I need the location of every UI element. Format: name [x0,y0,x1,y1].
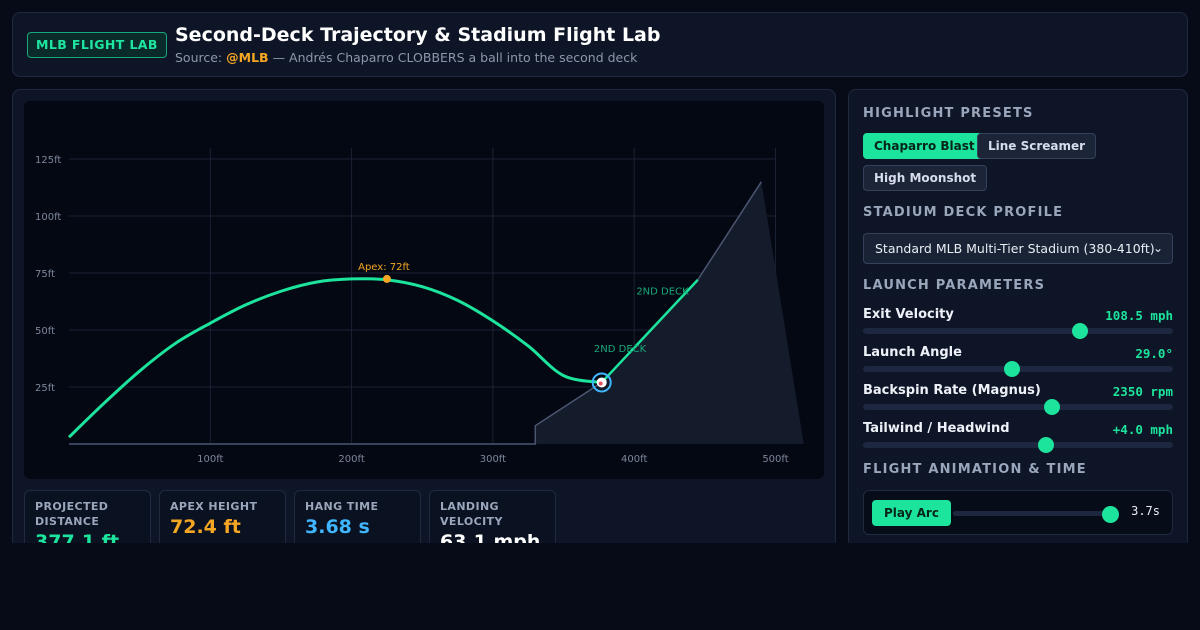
trajectory-line [67,277,602,439]
stadium-profile-select[interactable]: Standard MLB Multi-Tier Stadium (380-410… [863,233,1173,264]
y-tick-label: 50ft [35,326,55,337]
page-bottom-background [0,543,1200,630]
stat-card-landing-velocity: LANDING VELOCITY 63.1 mph [429,490,556,570]
landing-ring [591,372,612,393]
stat-label: HANG TIME [305,500,379,513]
launch-title: LAUNCH PARAMETERS [863,278,1046,293]
stadium-deck-fill [69,181,804,445]
stat-label: APEX HEIGHT [170,500,258,513]
slider-thumb[interactable] [1003,361,1020,377]
apex-label: Apex: 72ft [358,262,410,273]
presets-title: HIGHLIGHT PRESETS [863,106,1034,121]
deck-label: 2ND DECK [594,344,647,355]
time-scrubber[interactable] [953,506,1119,523]
stat-value: 3.68 s [305,516,370,538]
trajectory-chart: 25ft 50ft 75ft 100ft 125ft 100ft 200ft 300ft 400… [24,101,824,479]
y-tick-label: 25ft [35,383,55,394]
stadium-profile-value: Standard MLB Multi-Tier Stadium (380-410… [875,241,1155,256]
baseball-seam [598,381,603,386]
launch-angle-label: Launch Angle [863,345,962,360]
preset-chaparro-blast-button[interactable]: Chaparro Blast [863,133,986,159]
y-tick-label: 100ft [35,212,61,223]
backspin-slider[interactable] [863,399,1173,415]
preset-high-moonshot-button[interactable]: High Moonshot [863,165,988,191]
header-bar: MLB FLIGHT LAB Second-Deck Trajectory & … [12,12,1188,77]
stadium-deck-outline [69,181,762,445]
wind-value: +4.0 mph [1112,422,1173,437]
preset-line-screamer-button[interactable]: Line Screamer [977,133,1097,159]
x-tick-label: 400ft [621,454,647,465]
stadium-title: STADIUM DECK PROFILE [863,205,1064,220]
wind-slider[interactable] [863,437,1173,453]
trajectory-chart-svg: 25ft 50ft 75ft 100ft 125ft 100ft 200ft 300ft 400… [35,148,804,465]
play-arc-button[interactable]: Play Arc [872,500,951,526]
time-readout: 3.7s [1131,504,1160,518]
source-handle-link[interactable]: @MLB [226,50,269,65]
page-title: Second-Deck Trajectory & Stadium Flight … [175,24,661,46]
apex-point [382,274,391,283]
controls-panel: HIGHLIGHT PRESETS Chaparro Blast Line Sc… [848,89,1188,549]
x-tick-label: 100ft [197,454,223,465]
backspin-value: 2350 rpm [1112,384,1173,399]
slider-thumb[interactable] [1037,437,1054,453]
source-prefix: Source: [175,50,223,65]
y-tick-label: 125ft [35,155,61,166]
animation-controls: Play Arc 3.7s [863,490,1173,535]
exit-velocity-label: Exit Velocity [863,307,954,322]
deck-impact-line [600,278,699,384]
launch-angle-value: 29.0° [1135,346,1173,361]
source-text: — Andrés Chaparro CLOBBERS a ball into t… [272,50,638,65]
y-tick-label: 75ft [35,269,55,280]
stat-label: LANDING VELOCITY [440,500,503,528]
slider-thumb[interactable] [1044,399,1061,415]
exit-velocity-slider[interactable] [863,323,1173,339]
launch-angle-slider[interactable] [863,361,1173,377]
deck-label: 2ND DECK [636,287,689,298]
x-tick-label: 300ft [480,454,506,465]
backspin-label: Backspin Rate (Magnus) [863,383,1041,398]
wind-label: Tailwind / Headwind [863,421,1010,436]
slider-thumb[interactable] [1072,323,1088,339]
exit-velocity-value: 108.5 mph [1105,308,1173,323]
stat-label: PROJECTED DISTANCE [35,500,109,528]
stat-value: 72.4 ft [170,516,241,538]
visualization-panel: 25ft 50ft 75ft 100ft 125ft 100ft 200ft 300ft 400… [12,89,836,570]
x-tick-label: 500ft [762,454,788,465]
animation-title: FLIGHT ANIMATION & TIME [863,462,1087,477]
scrubber-thumb[interactable] [1102,506,1119,523]
page-subtitle: Source: @MLB — Andrés Chaparro CLOBBERS … [175,50,637,65]
app-badge: MLB FLIGHT LAB [27,32,167,58]
chevron-down-icon: ⌄ [1152,241,1163,255]
x-tick-label: 200ft [338,454,364,465]
